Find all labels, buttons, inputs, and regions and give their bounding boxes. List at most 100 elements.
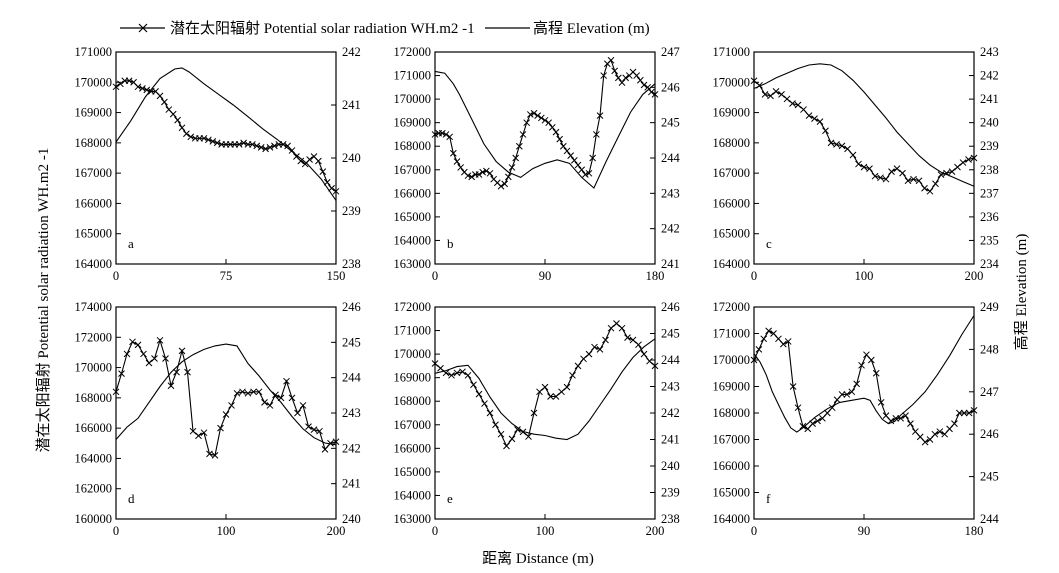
- radiation-point-b-6: [453, 158, 461, 165]
- radiation-point-c-5: [778, 91, 785, 98]
- radiation-point-c-26: [893, 165, 901, 172]
- left-tick-label-c-1: 165000: [713, 227, 751, 241]
- left-tick-label-f-0: 164000: [713, 512, 751, 526]
- radiation-point-d-0: [112, 388, 120, 396]
- radiation-point-e-11: [492, 421, 499, 429]
- radiation-point-c-12: [816, 118, 824, 126]
- right-tick-label-c-6: 240: [980, 116, 999, 130]
- radiation-point-d-17: [206, 450, 213, 458]
- radiation-point-a-5: [134, 83, 142, 91]
- radiation-point-a-11: [161, 98, 168, 106]
- radiation-point-f-38: [936, 428, 944, 435]
- left-tick-label-f-3: 167000: [713, 433, 751, 447]
- radiation-point-b-22: [512, 154, 520, 162]
- left-tick-label-c-2: 166000: [713, 196, 751, 210]
- radiation-point-b-12: [475, 171, 483, 178]
- radiation-point-f-18: [838, 391, 846, 398]
- right-tick-label-e-2: 240: [661, 459, 680, 473]
- radiation-point-d-2: [123, 350, 131, 358]
- left-tick-label-e-5: 168000: [394, 394, 432, 408]
- radiation-point-d-37: [316, 427, 323, 435]
- radiation-point-a-29: [240, 139, 247, 147]
- left-axis-label: 潜在太阳辐射 Potential solar radiation WH.m2 -…: [35, 148, 52, 453]
- right-tick-label-d-1: 241: [342, 477, 361, 491]
- radiation-point-b-40: [578, 166, 586, 174]
- radiation-point-a-44: [306, 156, 313, 163]
- radiation-point-e-26: [574, 362, 582, 370]
- right-tick-label-b-0: 241: [661, 257, 680, 271]
- radiation-point-f-35: [921, 438, 929, 446]
- x-tick-label-b-1: 90: [539, 269, 552, 283]
- x-tick-label-c-2: 200: [965, 269, 984, 283]
- panel-f: 164000 165000 166000 167000 168000 169000 1700…: [713, 300, 1000, 538]
- radiation-point-e-37: [635, 341, 642, 349]
- radiation-point-b-37: [567, 152, 575, 159]
- radiation-point-c-20: [860, 163, 868, 171]
- radiation-point-a-14: [174, 116, 181, 124]
- right-tick-label-f-4: 248: [980, 342, 999, 356]
- radiation-point-c-22: [871, 172, 879, 180]
- right-tick-label-b-2: 243: [661, 186, 680, 200]
- radiation-point-b-59: [647, 88, 655, 96]
- radiation-point-c-19: [855, 160, 862, 168]
- x-tick-label-e-0: 0: [432, 524, 438, 538]
- left-tick-label-a-2: 166000: [75, 196, 113, 210]
- radiation-point-f-0: [750, 356, 758, 364]
- right-tick-label-e-3: 241: [661, 433, 680, 447]
- x-tick-label-f-1: 90: [858, 524, 871, 538]
- radiation-point-e-12: [497, 430, 505, 438]
- radiation-point-a-31: [249, 141, 256, 148]
- right-tick-label-d-0: 240: [342, 512, 361, 526]
- radiation-point-d-18: [211, 452, 219, 459]
- radiation-point-a-6: [139, 84, 146, 92]
- left-tick-label-c-4: 168000: [713, 136, 751, 150]
- left-tick-label-b-5: 168000: [394, 139, 432, 153]
- radiation-point-c-8: [794, 101, 802, 109]
- radiation-point-a-17: [187, 133, 195, 141]
- left-tick-label-d-1: 162000: [75, 482, 113, 496]
- radiation-point-c-18: [849, 151, 857, 159]
- x-tick-label-d-0: 0: [113, 524, 119, 538]
- radiation-point-a-28: [235, 141, 243, 148]
- panel-letter-a: a: [128, 236, 134, 251]
- radiation-point-b-44: [592, 131, 600, 138]
- radiation-point-e-33: [613, 320, 620, 327]
- right-tick-label-d-6: 246: [342, 300, 361, 314]
- right-tick-label-b-5: 246: [661, 80, 680, 94]
- radiation-point-b-4: [446, 133, 454, 141]
- radiation-point-f-44: [965, 409, 973, 417]
- radiation-point-e-31: [602, 336, 609, 344]
- right-tick-label-e-7: 245: [661, 327, 680, 341]
- left-tick-label-d-3: 166000: [75, 421, 113, 435]
- radiation-point-c-28: [904, 177, 912, 185]
- radiation-point-e-23: [558, 388, 565, 396]
- radiation-point-c-36: [948, 168, 956, 175]
- right-tick-label-e-6: 244: [661, 353, 681, 367]
- radiation-point-a-35: [266, 144, 274, 151]
- right-tick-label-a-1: 239: [342, 204, 361, 218]
- radiation-point-a-42: [297, 157, 305, 165]
- left-tick-label-e-9: 172000: [394, 300, 432, 314]
- radiation-point-a-10: [156, 92, 164, 100]
- right-tick-label-f-0: 244: [980, 512, 1000, 526]
- radiation-point-d-4: [134, 341, 142, 349]
- elevation-line-f: [753, 315, 975, 433]
- radiation-point-f-8: [789, 383, 797, 390]
- elevation-line-c: [753, 63, 975, 187]
- radiation-point-d-35: [305, 423, 312, 430]
- right-tick-label-d-4: 244: [342, 371, 362, 385]
- radiation-point-b-57: [640, 81, 648, 89]
- radiation-point-a-47: [319, 168, 327, 175]
- left-tick-label-a-3: 167000: [75, 166, 113, 180]
- radiation-point-f-5: [775, 335, 782, 343]
- radiation-point-f-39: [941, 430, 949, 438]
- radiation-point-c-31: [921, 184, 928, 192]
- left-tick-label-f-5: 169000: [713, 380, 751, 394]
- plot-frame-c: [753, 51, 975, 265]
- radiation-point-f-32: [907, 420, 914, 427]
- radiation-point-b-20: [504, 173, 512, 181]
- radiation-point-f-3: [765, 327, 773, 335]
- x-tick-label-e-2: 200: [646, 524, 665, 538]
- radiation-point-d-39: [327, 439, 334, 447]
- radiation-point-d-3: [129, 338, 136, 346]
